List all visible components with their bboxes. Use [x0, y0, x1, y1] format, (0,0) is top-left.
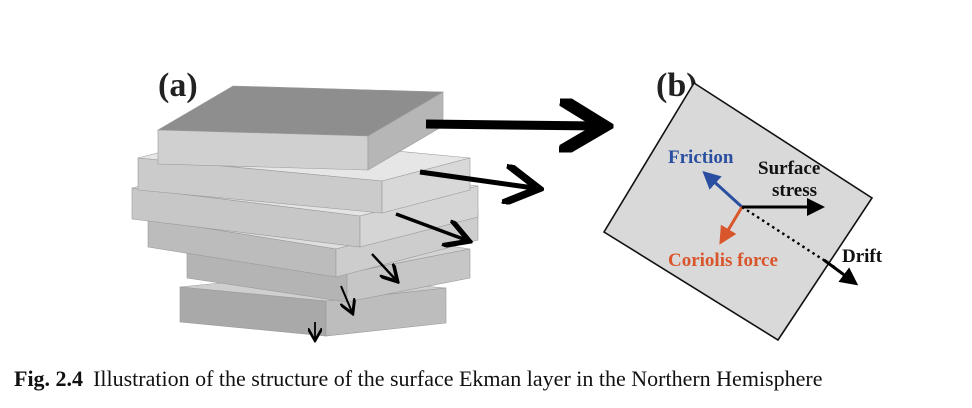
caption-text: Illustration of the structure of the sur…: [93, 366, 823, 391]
figure-caption: Fig. 2.4 Illustration of the structure of…: [14, 366, 964, 392]
drift-arrow: [823, 258, 859, 286]
velocity-arrows: [315, 124, 600, 339]
velocity-arrow-1: [425, 124, 600, 126]
velocity-arrow-5: [341, 285, 352, 312]
drift-dotted-line: [741, 205, 837, 270]
friction-label: Friction: [668, 147, 734, 168]
force-vectors: [702, 170, 859, 286]
coriolis-arrow: [719, 206, 744, 245]
velocity-arrow-3: [395, 212, 466, 240]
panel-a-label: (a): [158, 67, 198, 104]
surface-stress-label-line1: Surface: [758, 158, 820, 179]
velocity-arrow-2: [419, 172, 534, 188]
figure-number: Fig. 2.4: [14, 366, 84, 391]
slab-1: [156, 85, 445, 171]
drift-label: Drift: [842, 246, 883, 267]
coriolis-label: Coriolis force: [668, 250, 778, 271]
velocity-arrow-4: [371, 253, 396, 280]
friction-arrow: [702, 170, 744, 209]
surface-stress-label-line2: stress: [772, 180, 817, 201]
